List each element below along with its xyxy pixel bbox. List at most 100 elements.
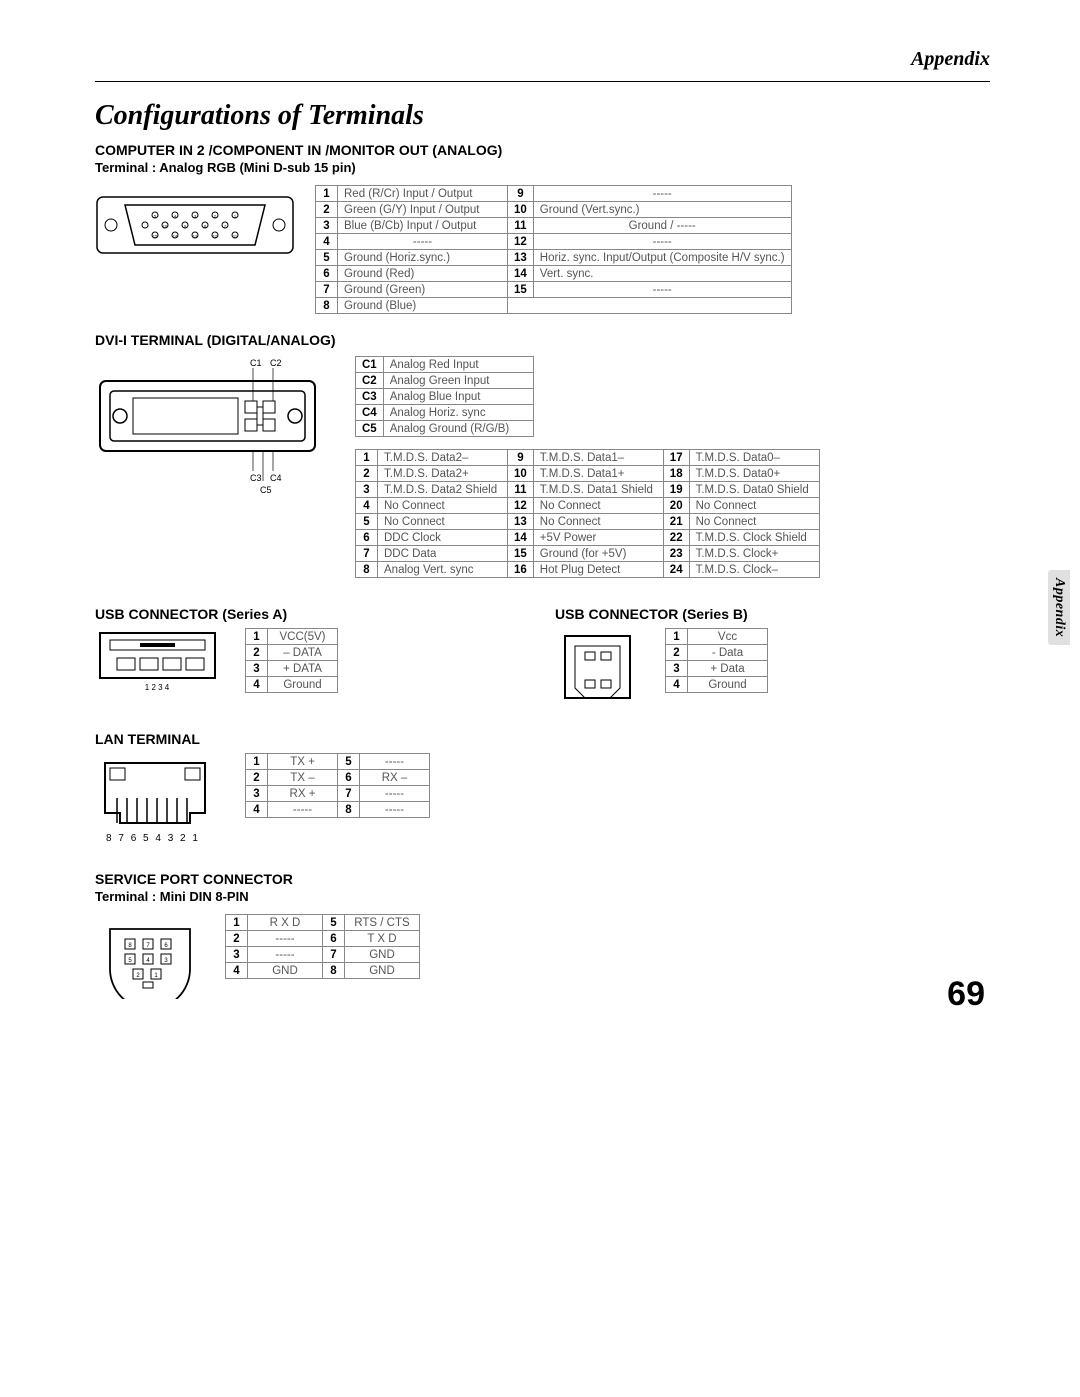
pin-desc: Ground (Green): [338, 282, 508, 298]
svg-text:2: 2: [136, 973, 140, 979]
pin-desc: Vert. sync.: [533, 266, 791, 282]
svg-text:C4: C4: [270, 473, 282, 483]
pin-desc: Analog Horiz. sync: [383, 405, 533, 421]
pin-desc: Ground (Vert.sync.): [533, 202, 791, 218]
pin-desc: – DATA: [268, 645, 338, 661]
pin-desc: No Connect: [533, 514, 663, 530]
pin-desc: T.M.D.S. Data1+: [533, 466, 663, 482]
pin-desc: RX –: [360, 770, 430, 786]
svg-text:4: 4: [146, 958, 150, 964]
pin-desc: - Data: [688, 645, 768, 661]
pin-num: 13: [508, 250, 534, 266]
pin-num: 4: [316, 234, 338, 250]
svg-text:15: 15: [153, 234, 158, 239]
sec5-heading: SERVICE PORT CONNECTOR: [95, 871, 990, 887]
dvi-diagram: C1 C2: [95, 356, 335, 501]
pin-num: 8: [316, 298, 338, 314]
pin-desc: +5V Power: [533, 530, 663, 546]
sec3: USB CONNECTOR (Series A) 1 2 3 4 1VC: [95, 596, 990, 713]
sec4-heading: LAN TERMINAL: [95, 731, 990, 747]
sec1-heading: COMPUTER IN 2 /COMPONENT IN /MONITOR OUT…: [95, 142, 990, 158]
sec1-row: 5 4 3 2 1 10 9 8 7 15 14 13 12 11 1Red (…: [95, 185, 990, 314]
pin-num: 13: [508, 514, 534, 530]
pin-num: 9: [508, 450, 534, 466]
sec1-table: 1Red (R/Cr) Input / Output9-----2Green (…: [315, 185, 792, 314]
pin-num: 3: [666, 661, 688, 677]
page-number: 69: [947, 975, 985, 1014]
svg-text:C1: C1: [250, 358, 262, 368]
sec1-sub: Terminal : Analog RGB (Mini D-sub 15 pin…: [95, 160, 990, 175]
pin-desc: Ground (Horiz.sync.): [338, 250, 508, 266]
pin-desc: Analog Red Input: [383, 357, 533, 373]
pin-desc: R X D: [248, 915, 323, 931]
pin-num: 20: [663, 498, 689, 514]
pin-desc: T.M.D.S. Data0+: [689, 466, 819, 482]
pin-desc: -----: [533, 282, 791, 298]
pin-desc: -----: [360, 754, 430, 770]
pin-num: 2: [666, 645, 688, 661]
pin-desc: T.M.D.S. Data0–: [689, 450, 819, 466]
pin-num: 17: [663, 450, 689, 466]
pin-num: 2: [356, 466, 378, 482]
pin-num: C2: [356, 373, 384, 389]
svg-text:13: 13: [193, 234, 198, 239]
svg-text:8 7 6 5 4 3 2 1: 8 7 6 5 4 3 2 1: [106, 833, 200, 844]
pin-desc: Ground / -----: [533, 218, 791, 234]
pin-desc: RTS / CTS: [345, 915, 420, 931]
pin-num: 14: [508, 266, 534, 282]
sec2-heading: DVI-I TERMINAL (DIGITAL/ANALOG): [95, 332, 990, 348]
side-tab: Appendix: [1048, 570, 1070, 645]
lan-diagram: 8 7 6 5 4 3 2 1: [95, 753, 225, 853]
pin-num: 1: [226, 915, 248, 931]
pin-num: 4: [246, 802, 268, 818]
pin-num: 1: [316, 186, 338, 202]
pin-desc: Analog Green Input: [383, 373, 533, 389]
page: Appendix Configurations of Terminals COM…: [0, 0, 1080, 1044]
pin-desc: T.M.D.S. Data2+: [378, 466, 508, 482]
pin-desc: T.M.D.S. Clock–: [689, 562, 819, 578]
pin-desc: Horiz. sync. Input/Output (Composite H/V…: [533, 250, 791, 266]
sec3b-table: 1Vcc2- Data3+ Data4Ground: [665, 628, 768, 693]
pin-num: 12: [508, 234, 534, 250]
pin-desc: -----: [360, 802, 430, 818]
pin-desc: No Connect: [378, 498, 508, 514]
pin-num: 10: [508, 202, 534, 218]
pin-num: 15: [508, 282, 534, 298]
pin-num: C4: [356, 405, 384, 421]
pin-desc: T.M.D.S. Clock Shield: [689, 530, 819, 546]
pin-num: 2: [246, 645, 268, 661]
pin-num: 5: [338, 754, 360, 770]
usb-a: USB CONNECTOR (Series A) 1 2 3 4 1VC: [95, 596, 455, 713]
pin-num: 6: [323, 931, 345, 947]
pin-desc: + Data: [688, 661, 768, 677]
pin-num: 4: [356, 498, 378, 514]
pin-num: 7: [316, 282, 338, 298]
sec5-table: 1R X D5RTS / CTS2-----6T X D3-----7GND4G…: [225, 914, 420, 979]
pin-desc: No Connect: [689, 514, 819, 530]
svg-text:C5: C5: [260, 485, 272, 495]
svg-text:7: 7: [146, 943, 150, 949]
pin-num: 2: [316, 202, 338, 218]
pin-num: [508, 298, 792, 314]
svg-text:14: 14: [173, 234, 178, 239]
pin-num: 8: [356, 562, 378, 578]
pin-desc: No Connect: [533, 498, 663, 514]
pin-num: 3: [226, 947, 248, 963]
minidin-diagram: 8 7 6 5 4 3 2 1: [95, 914, 205, 1004]
pin-desc: GND: [345, 947, 420, 963]
pin-num: 11: [508, 218, 534, 234]
pin-desc: Red (R/Cr) Input / Output: [338, 186, 508, 202]
pin-desc: T.M.D.S. Data2–: [378, 450, 508, 466]
pin-num: 1: [246, 629, 268, 645]
pin-num: 15: [508, 546, 534, 562]
pin-num: 1: [246, 754, 268, 770]
pin-desc: T.M.D.S. Clock+: [689, 546, 819, 562]
svg-text:12: 12: [213, 234, 218, 239]
pin-num: C3: [356, 389, 384, 405]
svg-text:5: 5: [128, 958, 132, 964]
pin-desc: GND: [345, 963, 420, 979]
pin-desc: -----: [248, 931, 323, 947]
pin-desc: Vcc: [688, 629, 768, 645]
usb-b: USB CONNECTOR (Series B) 1Vcc2- Data3+ D…: [555, 596, 915, 713]
pin-num: 18: [663, 466, 689, 482]
